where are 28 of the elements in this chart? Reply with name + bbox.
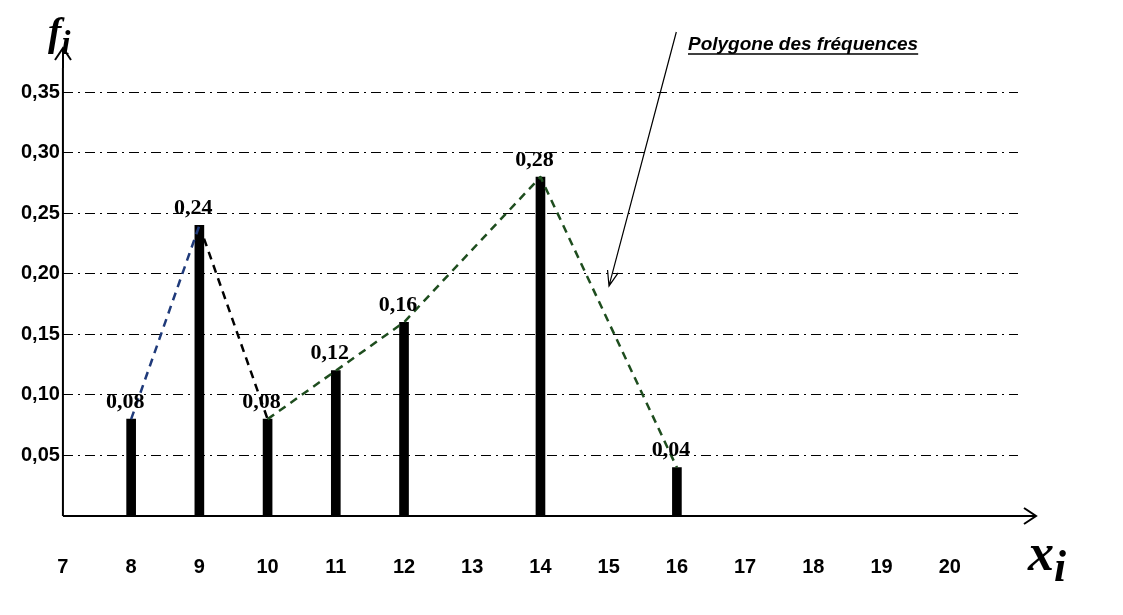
y-tick-label: 0,10 [20,382,60,405]
x-tick-label: 17 [734,554,757,577]
x-tick-label: 14 [529,554,553,577]
x-tick-label: 15 [597,554,620,577]
x-tick-label: 13 [461,554,484,577]
x-tick-label: 18 [802,554,825,577]
x-tick-label: 9 [193,554,205,577]
data-label: 0,08 [105,387,145,413]
text: Polygone des fréquences [688,33,919,54]
x-tick-label: 16 [665,554,689,577]
x-axis-title: x$_{i}$ [1028,523,1067,592]
data-label: 0,12 [310,339,350,365]
data-label: 0,16 [378,290,418,316]
data-label: 0,28 [515,145,554,171]
y-tick-label: 0,30 [20,140,60,163]
y-tick-label: 0,25 [20,200,60,223]
y-tick-label: 0,05 [20,442,60,465]
x-tick-label: 7 [57,554,69,577]
y-tick-label: 0,15 [20,321,60,344]
x-tick-label: 8 [125,554,137,577]
x-tick-label: 11 [325,554,347,577]
x-tick-label: 19 [870,554,893,577]
y-tick-label: 0,20 [20,261,60,284]
x-tick-label: 12 [392,554,416,577]
x-tick-label: 20 [938,554,961,577]
y-tick-label: 0,35 [20,79,60,102]
x-tick-label: 10 [256,554,279,577]
data-label: 0,04 [651,436,691,462]
